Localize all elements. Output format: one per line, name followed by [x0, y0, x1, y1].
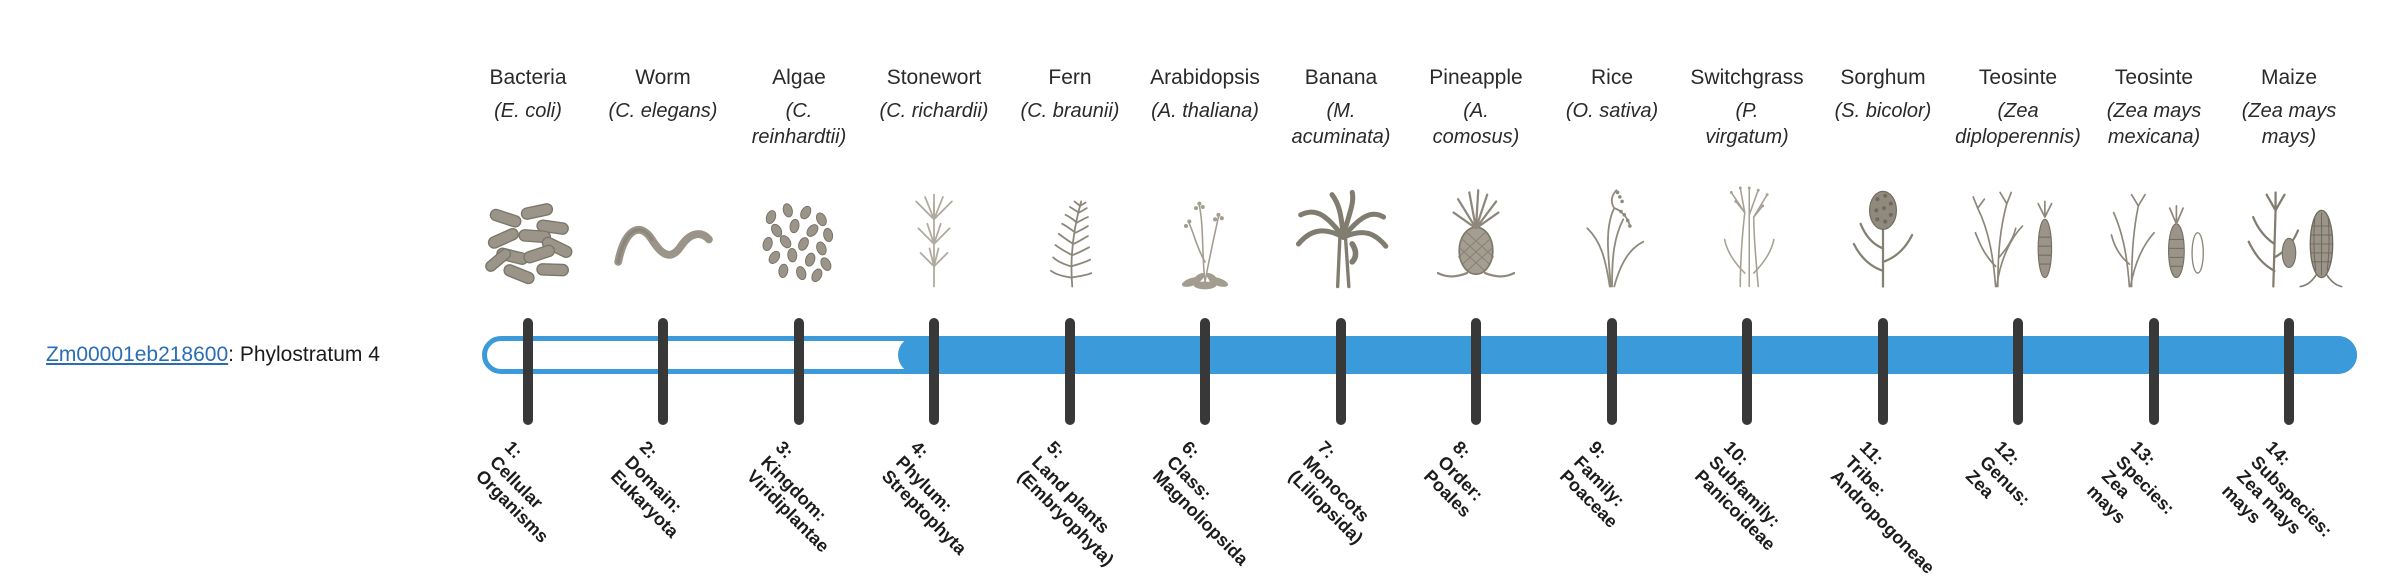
stratum-label-text: 10: Subfamily: Panicoideae	[1690, 437, 1785, 555]
stratum-label-1: 1: Cellular Organisms	[472, 437, 609, 547]
gene-label-suffix: : Phylostratum 4	[228, 343, 380, 366]
organism-scientific-name: (S. bicolor)	[1834, 100, 1932, 122]
stratum-label-text: 14: Subspecies: Zea mays mays	[2217, 437, 2337, 541]
stratum-label-12: 12: Genus: Zea	[1962, 437, 2067, 510]
phylostratum-tick-10	[1742, 318, 1752, 425]
arabidopsis-icon	[1143, 172, 1267, 294]
organism-name: Bacteria	[489, 66, 567, 89]
phylostratum-tick-11	[1878, 318, 1888, 425]
organism-scientific-name: (Zea mays mexicana)	[2106, 100, 2202, 149]
switchgrass-icon	[1685, 172, 1809, 294]
stratum-label-4: 4: Phylum: Streptophyta	[878, 437, 1032, 559]
stratum-label-10: 10: Subfamily: Panicoideae	[1691, 437, 1839, 555]
organism-scientific-name: (C. braunii)	[1020, 100, 1120, 122]
stratum-label-text: 9: Family: Poaceae	[1555, 437, 1629, 533]
phylostratum-tick-12	[2013, 318, 2023, 425]
organism-scientific-name: (O. sativa)	[1565, 100, 1659, 122]
organism-name: Worm	[635, 66, 691, 89]
teosinte-mexicana-icon	[2092, 172, 2216, 294]
stratum-label-13: 13: Species: Zea mays	[2083, 437, 2215, 528]
organism-name: Pineapple	[1429, 66, 1523, 89]
organism-name: Sorghum	[1840, 66, 1926, 89]
worm-icon	[601, 172, 725, 294]
stratum-label-text: 8: Order: Poales	[1419, 437, 1488, 522]
organism-name: Rice	[1590, 66, 1633, 89]
organism-name: Switchgrass	[1690, 66, 1804, 89]
phylostratum-tick-9	[1607, 318, 1617, 425]
algae-icon	[737, 172, 861, 294]
gene-id-link[interactable]: Zm00001eb218600	[46, 343, 229, 366]
organism-name: Fern	[1048, 66, 1092, 89]
stratum-label-text: 1: Cellular Organisms	[471, 437, 553, 547]
phylostratum-tick-14	[2284, 318, 2294, 425]
stratum-label-text: 13: Species: Zea mays	[2082, 437, 2179, 528]
organism-scientific-name: (Zea mays mays)	[2241, 100, 2337, 149]
organism-scientific-name: (C. elegans)	[608, 100, 718, 122]
phylostratum-tick-5	[1065, 318, 1075, 425]
phylostratum-tick-1	[523, 318, 533, 425]
banana-icon	[1279, 172, 1403, 294]
stratum-label-7: 7: Monocots (Liliopsida)	[1285, 437, 1424, 548]
pineapple-icon	[1414, 172, 1538, 294]
phylostratum-bar-fill	[898, 336, 2357, 374]
organism-name: Arabidopsis	[1150, 66, 1260, 89]
maize-icon	[2227, 172, 2351, 294]
organism-name: Stonewort	[886, 66, 982, 89]
phylostratum-tick-2	[658, 318, 668, 425]
stratum-label-text: 4: Phylum: Streptophyta	[877, 437, 971, 559]
organism-scientific-name: (M. acuminata)	[1291, 100, 1391, 149]
organism-name: Algae	[772, 66, 826, 89]
organism-scientific-name: (C. richardii)	[879, 100, 989, 122]
stratum-label-text: 5: Land plants (Embryophyta)	[1013, 437, 1118, 571]
organism-name: Teosinte	[1978, 66, 2058, 89]
organism-scientific-name: (A. thaliana)	[1151, 100, 1259, 122]
sorghum-icon	[1821, 172, 1945, 294]
phylostratum-tick-4	[929, 318, 939, 425]
stratum-label-text: 2: Domain: Eukaryota	[606, 437, 687, 542]
teosinte-diploperennis-icon	[1956, 172, 2080, 294]
organism-name: Maize	[2260, 66, 2318, 89]
organism-scientific-name: (A. comosus)	[1432, 100, 1520, 149]
organism-name: Banana	[1304, 66, 1378, 89]
stratum-label-3: 3: Kingdom: Viridiplantae	[743, 437, 894, 557]
phylostratum-tick-8	[1471, 318, 1481, 425]
phylostratum-tick-6	[1200, 318, 1210, 425]
stratum-label-text: 3: Kingdom: Viridiplantae	[742, 437, 833, 557]
stratum-label-text: 11: Tribe: Andropogoneae	[1826, 437, 1939, 578]
gene-label: Zm00001eb218600: Phylostratum 4	[46, 343, 380, 367]
bacteria-icon	[466, 172, 590, 294]
organism-name: Teosinte	[2114, 66, 2194, 89]
organism-scientific-name: (P. virgatum)	[1705, 100, 1789, 149]
fern-icon	[1008, 172, 1132, 294]
stratum-label-2: 2: Domain: Eukaryota	[607, 437, 737, 542]
stonewort-icon	[872, 172, 996, 294]
organism-scientific-name: (C. reinhardtii)	[751, 100, 847, 149]
organism-scientific-name: (E. coli)	[494, 100, 562, 122]
stratum-label-9: 9: Family: Poaceae	[1556, 437, 1672, 532]
stratum-label-14: 14: Subspecies: Zea mays mays	[2218, 437, 2382, 541]
organism-scientific-name: (Zea diploperennis)	[1955, 100, 2081, 149]
phylostratum-tick-13	[2149, 318, 2159, 425]
phylostratum-tick-7	[1336, 318, 1346, 425]
stratum-label-8: 8: Order: Poales	[1420, 437, 1521, 521]
phylostratum-tick-3	[794, 318, 804, 425]
phylostratum-bar	[482, 336, 2357, 374]
rice-icon	[1550, 172, 1674, 294]
